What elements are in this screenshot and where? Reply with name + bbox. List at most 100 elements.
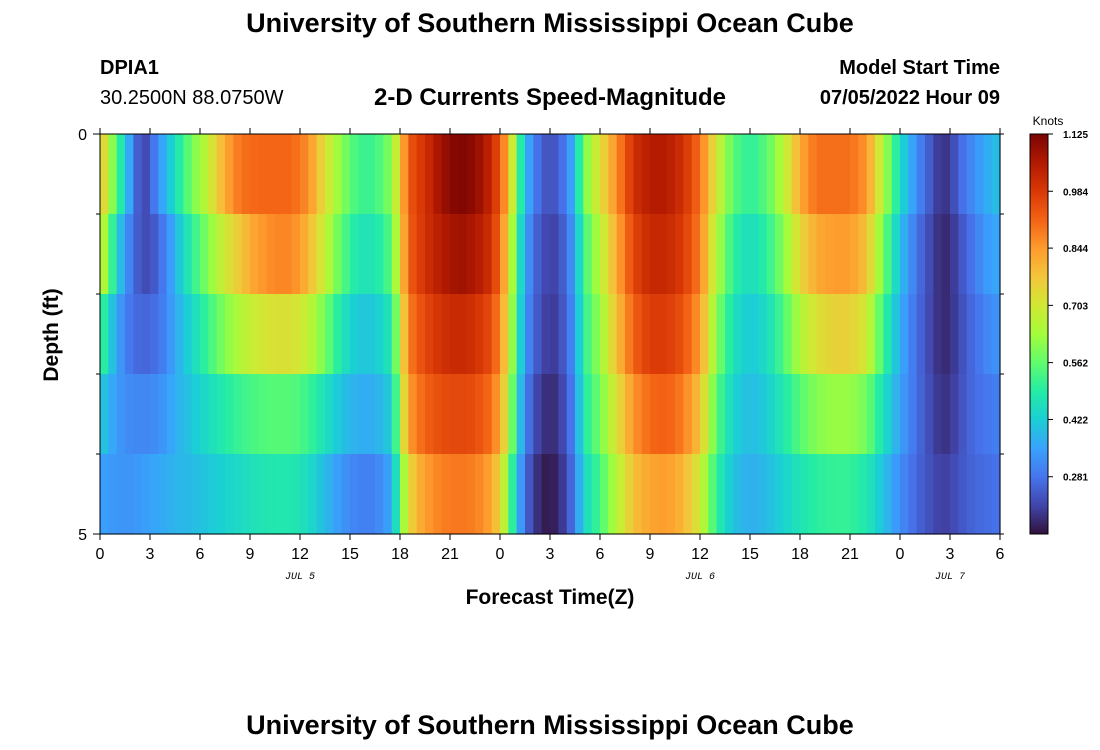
heatmap-cell [708,374,718,455]
heatmap-cell [408,294,418,375]
heatmap-cell [400,374,409,455]
heatmap-cell [233,454,243,535]
heatmap-cell [266,374,276,455]
heatmap-cell [666,134,676,215]
heatmap-cell [683,134,693,215]
heatmap-cell [833,214,843,295]
heatmap-cell [825,294,834,375]
heatmap-cell [600,214,609,295]
heatmap-cell [466,454,476,535]
heatmap-cell [941,294,951,375]
heatmap-cell [491,374,501,455]
heatmap-cell [541,294,551,375]
heatmap-cell [483,374,493,455]
heatmap-cell [608,294,618,375]
heatmap-cell [566,454,576,535]
heatmap-cell [583,294,593,375]
heatmap-cell [408,454,418,535]
heatmap-cell [616,214,626,295]
heatmap-cell [733,294,743,375]
colorbar-tick-label: 0.844 [1063,244,1088,255]
heatmap-cell [900,294,909,375]
heatmap-cell [600,374,609,455]
heatmap-cell [925,134,934,215]
heatmap-cell [741,134,751,215]
heatmap-cell [816,454,826,535]
colorbar: Knots 1.125 0.984 0.844 0.703 0.562 0.422 0.28… [1029,114,1088,535]
heatmap-cell [158,374,168,455]
heatmap-cell [858,294,868,375]
heatmap-cell [191,454,201,535]
page-title: University of Southern Mississippi Ocean… [246,8,854,38]
heatmap-cell [233,214,243,295]
heatmap-cell [625,454,634,535]
heatmap-cell [158,294,168,375]
heatmap-cell [741,214,751,295]
heatmap-cell [283,134,293,215]
heatmap-cell [125,454,134,535]
heatmap-cell [158,454,168,535]
heatmap-cell [166,134,176,215]
heatmap-cell [550,374,559,455]
heatmap-cell [366,294,376,375]
x-tick-label: 6 [596,546,605,563]
heatmap-cell [125,294,134,375]
heatmap-cell [383,214,393,295]
heatmap-cell [600,134,609,215]
heatmap-cell [458,454,468,535]
heatmap-cell [566,214,576,295]
heatmap-cell [216,374,226,455]
heatmap-cell [633,214,643,295]
heatmap-cell [916,374,926,455]
heatmap-cell [675,214,684,295]
heatmap-cell [983,374,993,455]
heatmap-cell [825,454,834,535]
heatmap-cell [400,294,409,375]
heatmap-cell [116,214,126,295]
heatmap-cell [675,294,684,375]
heatmap-cell [466,294,476,375]
heatmap-cell [950,374,959,455]
heatmap-cell [908,454,918,535]
heatmap-cell [166,214,176,295]
heatmap-cell [100,214,109,295]
heatmap-cell [775,214,784,295]
heatmap-cell [958,214,968,295]
heatmap-cell [308,454,318,535]
heatmap-cell [166,454,176,535]
heatmap-cell [475,294,484,375]
heatmap-cell [750,214,759,295]
station-coords: 30.2500N 88.0750W [100,87,284,109]
heatmap-cell [641,454,651,535]
heatmap-cell [208,214,218,295]
heatmap-cell [941,454,951,535]
heatmap-cell [583,134,593,215]
heatmap-cell [141,294,151,375]
heatmap-cell [733,454,743,535]
heatmap-cell [800,294,809,375]
heatmap-cell [975,294,984,375]
heatmap-cell [975,214,984,295]
heatmap-cell [341,374,351,455]
heatmap-cell [200,134,209,215]
heatmap-cell [375,214,384,295]
heatmap-cell [858,454,868,535]
heatmap-cell [300,374,309,455]
heatmap-cell [600,294,609,375]
heatmap-cell [925,214,934,295]
heatmap-cell [858,134,868,215]
heatmap-cell [716,294,726,375]
heatmap-cell [141,214,151,295]
heatmap-cell [833,454,843,535]
heatmap-cell [766,374,776,455]
heatmap-cell [825,374,834,455]
heatmap-cell [841,294,851,375]
y-tick-label: 0 [78,127,87,144]
heatmap-cell [883,214,893,295]
heatmap-cell [208,454,218,535]
heatmap-cell [875,374,884,455]
heatmap-cell [208,134,218,215]
heatmap-cell [241,294,251,375]
heatmap-cell [341,134,351,215]
heatmap-cell [541,374,551,455]
